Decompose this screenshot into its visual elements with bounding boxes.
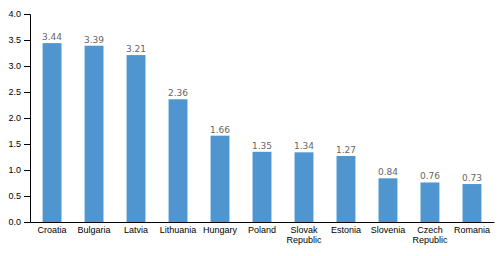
bar: [85, 46, 104, 222]
bar: [295, 152, 314, 222]
chart: 0.0 0.5 1.0 1.5 2.0 2.5 3.0 3.5 4.0 Croatia Bulgar…: [0, 0, 500, 256]
x-tick-label: Poland: [248, 225, 276, 235]
y-tick-label: 2.0: [8, 113, 21, 123]
data-label: 1.66: [210, 125, 230, 135]
y-tick-mark: [24, 170, 30, 171]
data-label: 0.76: [420, 171, 440, 181]
y-tick-mark: [24, 66, 30, 67]
data-label: 3.39: [84, 35, 104, 45]
x-tick-label: Hungary: [203, 225, 238, 235]
y-tick: 2.5: [8, 87, 30, 97]
y-tick: 4.0: [8, 9, 30, 19]
data-label: 3.44: [42, 32, 62, 42]
y-axis: 0.0 0.5 1.0 1.5 2.0 2.5 3.0 3.5 4.0: [8, 9, 30, 227]
y-tick-label: 4.0: [8, 9, 21, 19]
y-tick-mark: [24, 40, 30, 41]
y-tick: 1.5: [8, 139, 30, 149]
bar: [127, 55, 146, 222]
data-label: 1.27: [336, 145, 356, 155]
bar: [211, 136, 230, 222]
y-tick-label: 1.5: [8, 139, 21, 149]
data-label: 0.73: [462, 173, 482, 183]
y-tick-mark: [24, 92, 30, 93]
y-tick: 0.0: [8, 217, 30, 227]
x-tick: Hungary: [203, 225, 238, 235]
x-axis-line: [31, 222, 495, 223]
bar: [337, 156, 356, 222]
x-tick: Estonia: [331, 225, 361, 235]
y-tick-label: 3.0: [8, 61, 21, 71]
y-tick-mark: [24, 144, 30, 145]
x-tick: Poland: [248, 225, 276, 235]
x-tick-label: Bulgaria: [78, 225, 111, 235]
y-tick: 0.5: [8, 191, 30, 201]
x-tick: Bulgaria: [78, 225, 111, 235]
x-tick: Romania: [454, 225, 490, 235]
y-tick-label: 0.5: [8, 191, 21, 201]
data-label: 2.36: [168, 88, 188, 98]
plot: 0.0 0.5 1.0 1.5 2.0 2.5 3.0 3.5 4.0 Croatia Bulgar…: [8, 9, 494, 245]
y-tick: 3.0: [8, 61, 30, 71]
y-tick-label: 1.0: [8, 165, 21, 175]
bar: [463, 184, 482, 222]
x-tick-label: CzechRepublic: [412, 225, 448, 245]
x-tick-label: Lithuania: [160, 225, 197, 235]
x-tick-label: Estonia: [331, 225, 361, 235]
y-tick-mark: [24, 14, 30, 15]
y-tick: 3.5: [8, 35, 30, 45]
bar: [43, 43, 62, 222]
data-label: 1.34: [294, 141, 314, 151]
x-tick-label: Latvia: [124, 225, 148, 235]
x-tick-label: Croatia: [38, 225, 67, 235]
y-tick-label: 2.5: [8, 87, 21, 97]
bar: [421, 182, 440, 222]
data-label: 0.84: [378, 167, 398, 177]
data-label: 1.35: [252, 141, 272, 151]
x-tick-label: Slovenia: [371, 225, 406, 235]
y-tick: 2.0: [8, 113, 30, 123]
data-labels: 3.44 3.39 3.21 2.36 1.66 1.35 1.34 1.27 0.84 0.76…: [42, 32, 482, 183]
data-label: 3.21: [126, 44, 146, 54]
bars: [43, 43, 482, 222]
x-tick: Lithuania: [160, 225, 197, 235]
y-tick-mark: [24, 222, 30, 223]
x-tick: Latvia: [124, 225, 148, 235]
y-tick-mark: [24, 118, 30, 119]
y-axis-line: [24, 15, 31, 223]
x-tick: SlovakRepublic: [286, 225, 322, 245]
x-tick: CzechRepublic: [412, 225, 448, 245]
bar: [379, 178, 398, 222]
bar: [253, 152, 272, 222]
y-tick-label: 0.0: [8, 217, 21, 227]
x-axis: Croatia Bulgaria Latvia Lithuania Hungary Pol…: [31, 223, 495, 246]
y-tick-mark: [24, 196, 30, 197]
y-tick-label: 3.5: [8, 35, 21, 45]
bar: [169, 99, 188, 222]
x-tick-label: Romania: [454, 225, 490, 235]
x-tick: Croatia: [38, 225, 67, 235]
x-tick-label: SlovakRepublic: [286, 225, 322, 245]
y-tick: 1.0: [8, 165, 30, 175]
x-tick: Slovenia: [371, 225, 406, 235]
